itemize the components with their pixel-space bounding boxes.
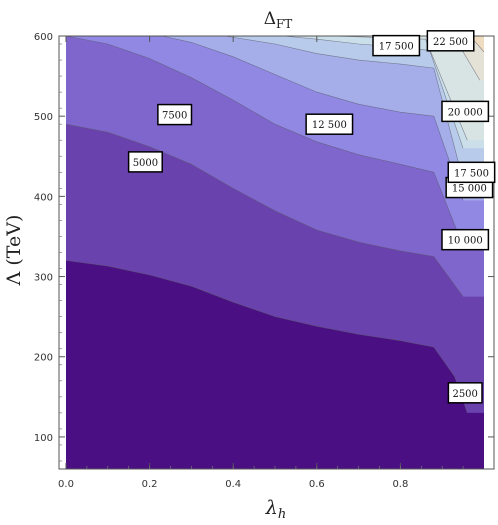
y-tick-label: 200 — [34, 353, 53, 364]
x-axis-title: λh — [265, 497, 286, 522]
contour-label: 17 500 — [447, 161, 496, 184]
contour-labels: 2500 5000 7500 10 000 12 500 15 000 17 500 17 5… — [127, 30, 496, 404]
contour-label-text: 10 000 — [448, 236, 483, 247]
y-tick-label: 600 — [34, 32, 53, 43]
contour-label: 7500 — [157, 103, 193, 126]
x-tick-label: 0.0 — [58, 479, 74, 490]
y-tick-label: 500 — [34, 112, 53, 123]
x-axis-title-sub: h — [278, 507, 286, 522]
contour-label: 5000 — [127, 151, 163, 173]
contour-line-10000 — [162, 35, 464, 201]
contour-label: 12 500 — [305, 113, 354, 135]
right-margin — [484, 36, 490, 469]
chart-title-sub: FT — [276, 17, 292, 31]
y-tick-label: 100 — [34, 433, 53, 444]
x-tick-label: 0.4 — [225, 479, 241, 490]
contour-line-5000 — [65, 123, 464, 297]
contour-label-text: 2500 — [452, 389, 477, 400]
contour-label-box — [372, 34, 421, 57]
contour-label-text: 20 000 — [448, 107, 483, 118]
contour-label-box — [305, 113, 354, 135]
chart-title-main: Δ — [264, 9, 276, 29]
contour-label-box — [441, 228, 490, 251]
x-tick-label: 0.6 — [309, 479, 325, 490]
contour-label: 20 000 — [441, 100, 490, 123]
contour-label: 22 500 — [426, 30, 475, 52]
contour-label-text: 5000 — [133, 158, 158, 169]
contour-label-text: 15 000 — [452, 184, 487, 195]
x-axis-title-main: λ — [265, 497, 278, 519]
contour-label: 2500 — [447, 382, 483, 404]
contour-label-box — [127, 151, 163, 173]
contour-region-2500 — [66, 260, 484, 469]
plot-area — [65, 35, 490, 469]
contour-label-text: 12 500 — [312, 120, 347, 131]
contour-label: 10 000 — [441, 228, 490, 251]
contour-label-text: 17 500 — [379, 42, 414, 53]
contour-line-2500 — [65, 260, 468, 413]
contour-label-box — [426, 30, 475, 52]
contour-label-text: 17 500 — [454, 168, 489, 179]
y-axis-title: Λ (TeV) — [3, 215, 25, 287]
contour-label-box — [447, 161, 496, 184]
contour-label-text: 7500 — [162, 111, 187, 122]
contour-label-box — [447, 382, 483, 404]
x-tick-label: 0.8 — [392, 479, 408, 490]
y-tick-label: 400 — [34, 192, 53, 203]
chart-title: ΔFT — [264, 9, 293, 31]
x-tick-label: 0.2 — [142, 479, 158, 490]
contour-label-text: 22 500 — [433, 37, 468, 48]
contour-line-12500 — [224, 35, 464, 181]
axes: 0.0 0.2 0.4 0.6 0.8 100 200 300 400 500 600 — [34, 32, 495, 490]
y-tick-label: 300 — [34, 273, 53, 284]
contour-label-box — [157, 103, 193, 126]
contour-line-7500 — [65, 35, 464, 247]
contour-label: 17 500 — [372, 34, 421, 57]
contour-label-box — [441, 100, 490, 123]
